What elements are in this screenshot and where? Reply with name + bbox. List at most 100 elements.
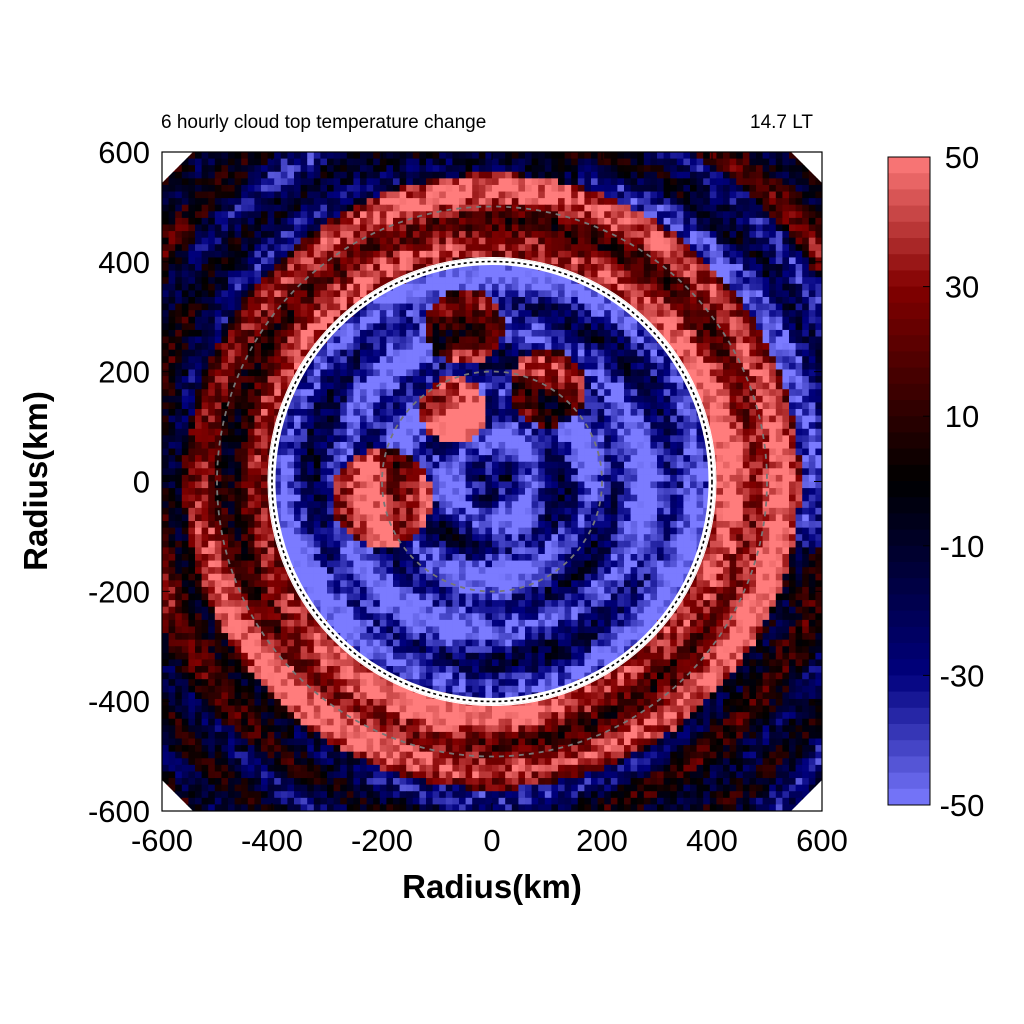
- heatmap-cell: [604, 389, 612, 397]
- heatmap-cell: [709, 343, 717, 351]
- heatmap-cell: [775, 376, 783, 384]
- heatmap-cell: [412, 395, 420, 404]
- heatmap-cell: [419, 310, 427, 318]
- heatmap-cell: [181, 395, 189, 404]
- heatmap-cell: [795, 217, 803, 226]
- heatmap-cell: [815, 362, 822, 371]
- heatmap-cell: [393, 165, 401, 173]
- heatmap-cell: [459, 310, 467, 318]
- heatmap-cell: [267, 422, 275, 430]
- heatmap-cell: [749, 422, 757, 430]
- heatmap-cell: [221, 244, 229, 252]
- heatmap-cell: [815, 231, 822, 239]
- heatmap-cell: [505, 356, 513, 364]
- heatmap-cell: [221, 461, 229, 469]
- heatmap-cell: [419, 323, 427, 331]
- heatmap-cell: [650, 395, 658, 404]
- heatmap-cell: [762, 448, 770, 456]
- heatmap-cell: [452, 224, 460, 232]
- heatmap-cell: [353, 198, 361, 206]
- heatmap-cell: [168, 402, 176, 410]
- heatmap-cell: [769, 402, 777, 410]
- heatmap-cell: [432, 461, 440, 469]
- heatmap-cell: [340, 395, 348, 404]
- heatmap-cell: [610, 316, 618, 324]
- heatmap-cell: [610, 178, 618, 186]
- heatmap-cell: [386, 382, 394, 390]
- heatmap-cell: [709, 237, 717, 245]
- heatmap-cell: [630, 257, 638, 265]
- heatmap-cell: [366, 178, 374, 186]
- heatmap-cell: [261, 323, 269, 331]
- heatmap-cell: [782, 468, 790, 476]
- heatmap-cell: [439, 376, 447, 384]
- heatmap-cell: [808, 428, 816, 436]
- heatmap-cell: [808, 184, 816, 193]
- heatmap-cell: [478, 349, 486, 357]
- heatmap-cell: [327, 264, 335, 272]
- heatmap-cell: [624, 435, 632, 443]
- heatmap-cell: [386, 441, 394, 450]
- heatmap-cell: [630, 323, 638, 331]
- heatmap-cell: [452, 250, 460, 259]
- heatmap-cell: [808, 435, 816, 443]
- heatmap-cell: [340, 283, 348, 291]
- heatmap-cell: [162, 250, 170, 259]
- heatmap-cell: [808, 310, 816, 318]
- heatmap-cell: [379, 231, 387, 239]
- heatmap-cell: [742, 277, 750, 285]
- heatmap-cell: [808, 296, 816, 305]
- heatmap-cell: [208, 349, 216, 357]
- heatmap-cell: [604, 152, 612, 160]
- heatmap-cell: [657, 422, 665, 430]
- heatmap-cell: [544, 296, 552, 305]
- heatmap-cell: [657, 343, 665, 351]
- heatmap-cell: [459, 198, 467, 206]
- heatmap-cell: [485, 336, 493, 344]
- heatmap-cell: [340, 409, 348, 417]
- heatmap-cell: [492, 152, 500, 160]
- heatmap-cell: [690, 231, 698, 239]
- heatmap-cell: [247, 409, 255, 417]
- heatmap-cell: [650, 448, 658, 456]
- heatmap-cell: [307, 270, 315, 278]
- heatmap-cell: [617, 316, 625, 324]
- heatmap-cell: [472, 171, 480, 179]
- heatmap-cell: [696, 264, 704, 272]
- heatmap-cell: [676, 435, 684, 443]
- heatmap-cell: [195, 402, 203, 410]
- heatmap-cell: [736, 290, 744, 298]
- heatmap-cell: [340, 329, 348, 338]
- heatmap-cell: [564, 231, 572, 239]
- heatmap-cell: [775, 171, 783, 179]
- heatmap-cell: [346, 356, 354, 364]
- heatmap-cell: [181, 356, 189, 364]
- heatmap-cell: [221, 376, 229, 384]
- heatmap-cell: [188, 316, 196, 324]
- heatmap-cell: [716, 369, 724, 377]
- heatmap-cell: [439, 178, 447, 186]
- heatmap-cell: [162, 283, 170, 291]
- heatmap-cell: [162, 290, 170, 298]
- heatmap-cell: [406, 448, 414, 456]
- heatmap-cell: [241, 217, 249, 226]
- heatmap-cell: [274, 323, 282, 331]
- heatmap-cell: [676, 198, 684, 206]
- heatmap-cell: [511, 217, 519, 226]
- heatmap-cell: [432, 296, 440, 305]
- heatmap-cell: [254, 224, 262, 232]
- heatmap-cell: [181, 191, 189, 199]
- heatmap-cell: [465, 303, 473, 311]
- heatmap-cell: [657, 362, 665, 371]
- heatmap-cell: [584, 448, 592, 456]
- heatmap-cell: [346, 369, 354, 377]
- heatmap-cell: [300, 468, 308, 476]
- heatmap-cell: [657, 217, 665, 226]
- heatmap-cell: [327, 152, 335, 160]
- heatmap-cell: [241, 277, 249, 285]
- heatmap-cell: [472, 362, 480, 371]
- heatmap-cell: [195, 369, 203, 377]
- heatmap-cell: [452, 468, 460, 476]
- heatmap-cell: [188, 165, 196, 173]
- heatmap-cell: [637, 409, 645, 417]
